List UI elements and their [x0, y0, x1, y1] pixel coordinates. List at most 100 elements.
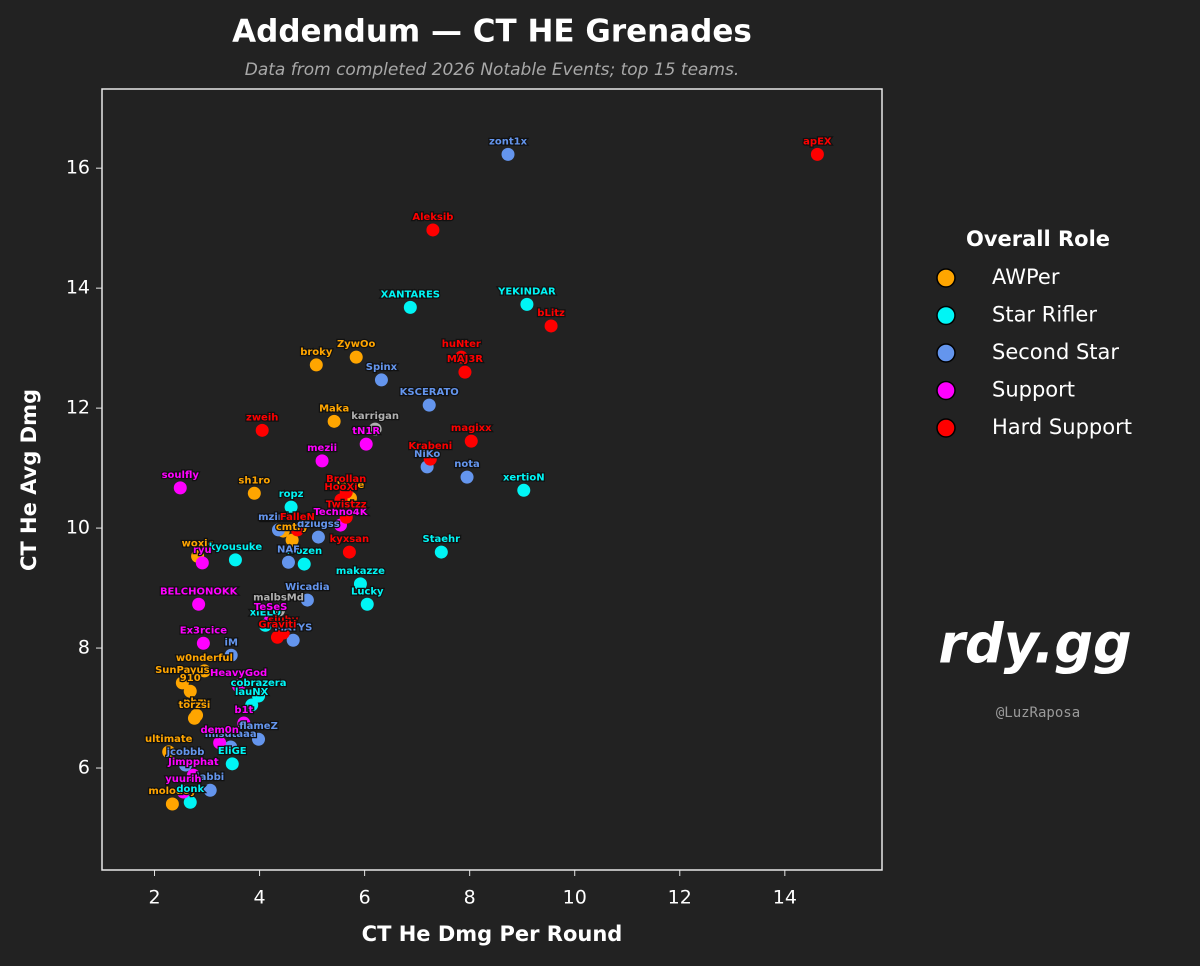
point-label: w0nderful	[176, 653, 233, 664]
point	[176, 785, 190, 799]
point	[315, 454, 329, 468]
point	[309, 358, 323, 372]
point-label: misutaaa	[205, 729, 257, 740]
point-label: XANTARES	[381, 289, 440, 300]
point-label: broky	[300, 347, 333, 358]
point-label: flameZ	[239, 721, 278, 732]
legend-marker	[936, 343, 956, 363]
point-label: dem0n	[200, 725, 238, 736]
point	[162, 745, 176, 759]
point-label: woxic	[182, 538, 214, 549]
point-label: zont1x	[489, 136, 528, 147]
point-label: lauNX	[235, 687, 269, 698]
point	[422, 398, 436, 412]
point	[173, 481, 187, 495]
point	[460, 470, 474, 484]
point	[255, 423, 269, 437]
point-label: MATYS	[274, 622, 312, 633]
point-label: Brollan	[326, 474, 366, 485]
point	[311, 530, 325, 544]
point-label: kyxsan	[330, 534, 369, 545]
legend-label: Hard Support	[992, 415, 1132, 439]
point	[232, 679, 246, 693]
y-tick-label: 8	[78, 637, 90, 659]
point	[339, 510, 353, 524]
x-tick-label: 6	[359, 887, 371, 909]
point-label: tN1R	[352, 426, 380, 437]
point	[252, 689, 266, 703]
point-label: Graviti	[258, 619, 296, 630]
point	[187, 711, 201, 725]
x-axis-label: CT He Dmg Per Round	[362, 922, 623, 946]
legend-label: Support	[992, 378, 1075, 402]
point-label: molodoy	[148, 786, 197, 797]
y-tick-label: 10	[66, 517, 90, 539]
point-label: Spinx	[366, 362, 398, 373]
point-label: yuurih	[165, 774, 201, 785]
point	[359, 437, 373, 451]
point-label: cmtry	[276, 522, 309, 533]
point	[247, 486, 261, 500]
point	[203, 783, 217, 797]
point-label: karrigan	[351, 411, 399, 422]
point	[245, 698, 259, 712]
point-label: ryu	[193, 545, 212, 556]
point-label: magixx	[451, 423, 492, 434]
point	[353, 577, 367, 591]
point-label: Staehr	[423, 534, 461, 545]
point-label: KSCERATO	[400, 387, 459, 398]
point-label: frozen	[286, 546, 322, 557]
point	[228, 553, 242, 567]
point-label: dziugss	[297, 519, 340, 530]
point-label: BELCHONOKK	[160, 586, 239, 597]
point-label: Twistzz	[326, 499, 367, 510]
point	[281, 555, 295, 569]
point-label: iM	[225, 637, 238, 648]
point-label: mezii	[307, 443, 337, 454]
point	[285, 533, 299, 547]
y-tick-label: 6	[78, 757, 90, 779]
point-label: bLitz	[537, 308, 565, 319]
point-label: m0NESY	[260, 513, 308, 524]
point-label: apEX	[803, 136, 832, 147]
brand-handle: @LuzRaposa	[996, 705, 1080, 721]
point-label: Aleksib	[412, 212, 453, 223]
point	[225, 757, 239, 771]
point-label: Jimpphat	[167, 757, 219, 768]
y-tick-label: 14	[66, 277, 90, 299]
point	[196, 636, 210, 650]
point	[290, 523, 304, 537]
point	[197, 664, 211, 678]
point-label: NiKo	[414, 449, 440, 460]
x-tick-label: 8	[464, 887, 476, 909]
point-label: malbsMd	[253, 592, 304, 603]
point-label: Techno4K	[313, 507, 368, 518]
brand-logo: rdy.gg	[938, 613, 1131, 676]
legend-marker	[936, 418, 956, 438]
legend-label: Second Star	[992, 340, 1119, 364]
point-label: NAF	[277, 544, 300, 555]
point	[286, 633, 300, 647]
x-tick-label: 10	[563, 887, 587, 909]
point-label: zweih	[246, 412, 278, 423]
point-label: cobrazera	[231, 678, 287, 689]
chart-subtitle: Data from completed 2026 Notable Events;…	[245, 60, 740, 80]
x-tick-label: 2	[148, 887, 160, 909]
point	[252, 732, 266, 746]
point	[297, 557, 311, 571]
x-tick-label: 4	[254, 887, 266, 909]
point-label: nota	[454, 459, 480, 470]
point	[175, 676, 189, 690]
point-label: SunPayus	[155, 665, 210, 676]
point-label: EliGE	[218, 746, 247, 757]
point-label: torzsi	[179, 700, 211, 711]
point-label: Jame	[336, 480, 365, 491]
point-label: MAJ3R	[447, 354, 483, 365]
point	[270, 630, 284, 644]
y-tick-label: 12	[66, 397, 90, 419]
point-label: makazze	[336, 566, 385, 577]
point	[165, 797, 179, 811]
legend-label: AWPer	[992, 265, 1060, 289]
point-label: donk	[176, 784, 204, 795]
